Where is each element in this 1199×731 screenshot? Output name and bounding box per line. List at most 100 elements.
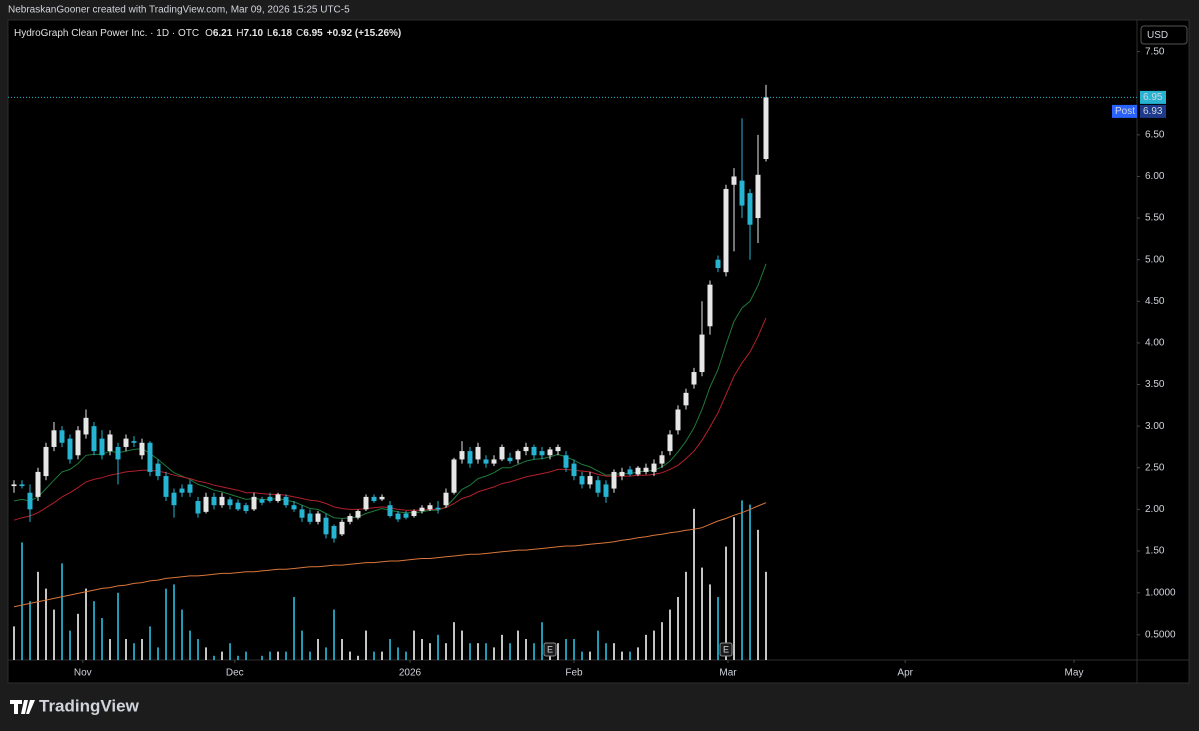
volume-bar	[613, 643, 615, 660]
volume-bar	[205, 647, 207, 660]
volume-bar	[237, 655, 239, 660]
candle-body	[763, 97, 769, 159]
volume-bar	[621, 651, 623, 660]
x-tick-label: Apr	[897, 668, 913, 679]
volume-bar	[293, 597, 295, 660]
volume-bar	[413, 630, 415, 660]
volume-bar	[125, 639, 127, 660]
volume-bar	[397, 647, 399, 660]
candle-body	[579, 476, 585, 485]
volume-bar	[37, 571, 39, 660]
volume-bar	[301, 630, 303, 660]
candle-body	[67, 438, 73, 460]
candle-body	[99, 438, 105, 456]
volume-bar	[309, 651, 311, 660]
post-tag-box	[1112, 104, 1137, 118]
volume-bar	[149, 626, 151, 660]
candle-body	[651, 463, 657, 472]
legend: HydroGraph Clean Power Inc. · 1D · OTC O6…	[14, 28, 401, 39]
volume-bar	[13, 626, 15, 660]
volume-bar	[197, 639, 199, 660]
candle-body	[27, 492, 33, 510]
candle-body	[363, 496, 369, 510]
volume-bar	[109, 639, 111, 660]
brand-logo	[10, 700, 35, 714]
volume-bar	[381, 651, 383, 660]
candle-body	[531, 446, 537, 456]
volume-bar	[29, 601, 31, 660]
currency: USD	[1147, 30, 1168, 41]
volume-bar	[373, 651, 375, 660]
volume-bar	[365, 630, 367, 660]
y-tick-label: 4.00	[1145, 338, 1165, 349]
volume-bar	[461, 630, 463, 660]
candle-body	[507, 457, 513, 462]
candle-body	[347, 516, 353, 522]
volume-bar	[589, 651, 591, 660]
candle-body	[371, 496, 377, 502]
volume-bar	[269, 651, 271, 660]
volume-bar	[389, 639, 391, 660]
y-tick-label: 7.50	[1145, 46, 1165, 57]
candle-body	[43, 446, 49, 477]
candle-body	[515, 451, 521, 460]
volume-bar	[765, 571, 767, 660]
candle-body	[587, 476, 593, 485]
candle-body	[723, 188, 729, 273]
candle-body	[555, 446, 561, 452]
volume-bar	[165, 588, 167, 660]
volume-bar	[693, 508, 695, 660]
legend-value: 7.10	[244, 28, 264, 39]
candle-body	[107, 434, 113, 452]
candle-body	[195, 501, 201, 514]
volume-bar	[509, 643, 511, 660]
x-tick-label: 2026	[399, 668, 422, 679]
legend-value: 6.95	[303, 28, 323, 39]
candle-body	[427, 505, 433, 510]
candle-body	[667, 434, 673, 452]
candle-body	[139, 442, 145, 456]
candle-body	[603, 484, 609, 497]
x-tick-label: May	[1065, 668, 1084, 679]
volume-bar	[733, 517, 735, 660]
volume-bar	[285, 651, 287, 660]
volume-bar	[213, 655, 215, 660]
post-price-label: 6.93	[1143, 106, 1163, 117]
candle-body	[747, 193, 753, 225]
volume-bar	[477, 643, 479, 660]
y-tick-label: 2.00	[1145, 504, 1165, 515]
candle-body	[459, 451, 465, 460]
last-price-label: 6.95	[1143, 92, 1163, 103]
volume-bar	[605, 643, 607, 660]
volume-bar	[357, 655, 359, 660]
y-tick-label: 6.00	[1145, 171, 1165, 182]
legend-symbol: HydroGraph Clean Power Inc. · 1D · OTC	[14, 28, 199, 39]
y-tick-label: 4.50	[1145, 296, 1165, 307]
volume-bar	[45, 588, 47, 660]
volume-bar	[77, 613, 79, 660]
candle-body	[355, 511, 361, 518]
volume-bar	[485, 643, 487, 660]
header-caption: NebraskanGooner created with TradingView…	[8, 5, 350, 16]
y-tick-label: 5.50	[1145, 213, 1165, 224]
y-tick-label: 3.50	[1145, 379, 1165, 390]
candle-body	[595, 480, 601, 493]
volume-bar	[717, 597, 719, 660]
currency-box[interactable]	[1140, 25, 1188, 45]
candle-body	[115, 446, 121, 460]
candle-body	[219, 496, 225, 506]
volume-bar	[629, 651, 631, 660]
candle-body	[755, 174, 761, 219]
candle-body	[163, 476, 169, 497]
volume-bar	[677, 597, 679, 660]
y-tick-label: 2.50	[1145, 462, 1165, 473]
candle-body	[267, 496, 273, 502]
volume-bar	[493, 647, 495, 660]
volume-bar	[533, 643, 535, 660]
candle-body	[395, 513, 401, 520]
volume-bar	[133, 643, 135, 660]
volume-bar	[573, 639, 575, 660]
candle-body	[627, 469, 633, 475]
x-tick-label: Dec	[226, 668, 244, 679]
volume-bar	[69, 630, 71, 660]
